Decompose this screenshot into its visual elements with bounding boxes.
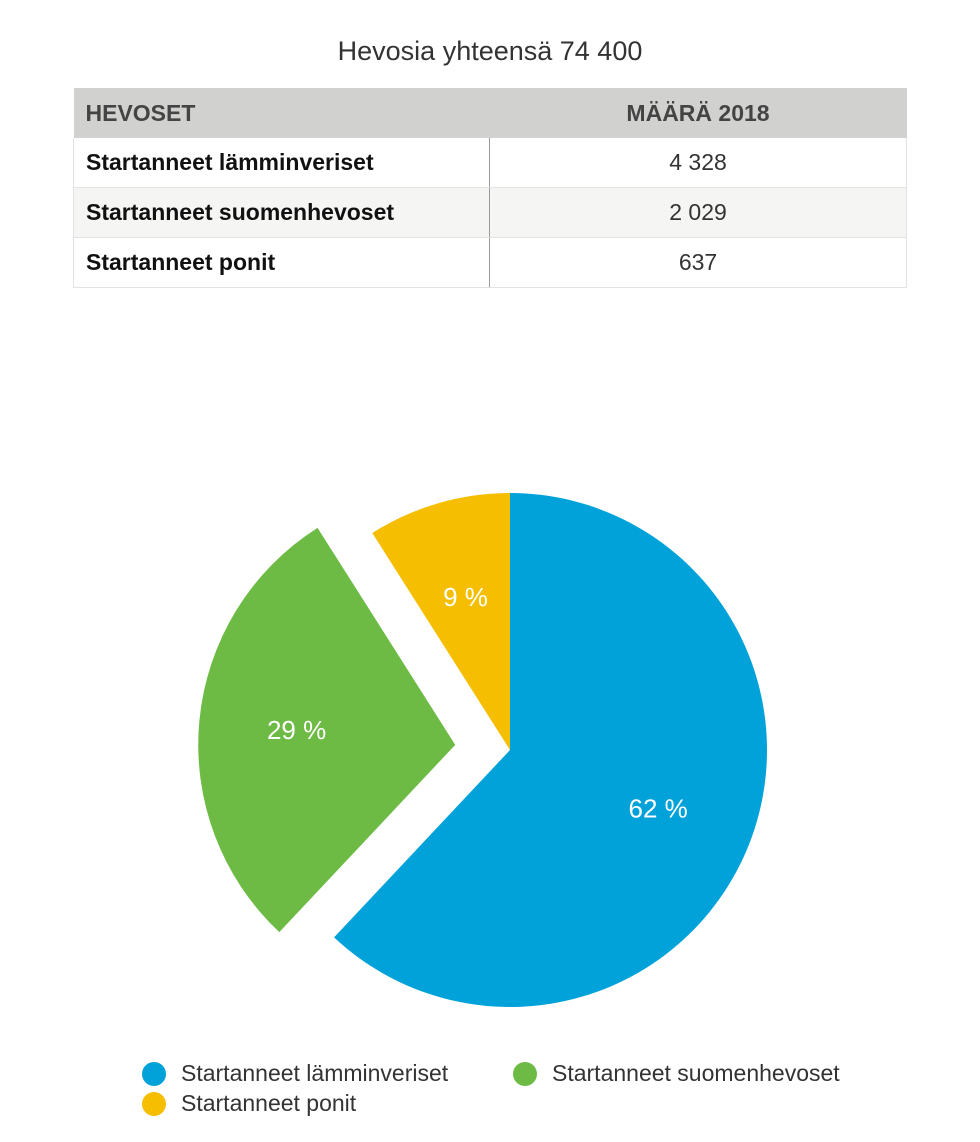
legend-swatch: [142, 1061, 166, 1086]
pie-slice: [372, 493, 510, 750]
row-value: 4 328: [489, 138, 907, 188]
legend-label: Startanneet ponit: [181, 1090, 357, 1116]
slice-label: 29 %: [267, 715, 326, 745]
table-header-row: HEVOSET MÄÄRÄ 2018: [73, 88, 907, 138]
legend-item-suomenhevoset: Startanneet suomenhevoset: [513, 1060, 840, 1087]
legend-label: Startanneet lämminveriset: [181, 1060, 449, 1086]
slice-label: 9 %: [443, 582, 488, 612]
legend-label: Startanneet suomenhevoset: [552, 1060, 840, 1086]
legend-swatch: [513, 1061, 537, 1086]
table-row: Startanneet suomenhevoset 2 029: [73, 187, 907, 238]
column-header-count: MÄÄRÄ 2018: [489, 88, 907, 138]
page-title: Hevosia yhteensä 74 400: [337, 36, 643, 66]
table-row: Startanneet ponit 637: [73, 237, 907, 288]
row-label: Startanneet lämminveriset: [73, 138, 490, 188]
legend-swatch: [142, 1091, 166, 1116]
row-value: 637: [489, 237, 907, 288]
slice-label: 62 %: [629, 794, 688, 824]
row-label: Startanneet ponit: [73, 237, 490, 288]
horse-count-table: HEVOSET MÄÄRÄ 2018 Startanneet lämminver…: [73, 88, 907, 288]
table-row: Startanneet lämminveriset 4 328: [73, 138, 907, 188]
legend-item-ponit: Startanneet ponit: [142, 1090, 356, 1117]
column-header-horses: HEVOSET: [73, 88, 490, 138]
pie-slice: [334, 493, 768, 1008]
legend-item-lamminveriset: Startanneet lämminveriset: [142, 1060, 448, 1087]
row-value: 2 029: [489, 187, 907, 238]
pie-slice: [198, 527, 456, 933]
row-label: Startanneet suomenhevoset: [73, 187, 490, 238]
